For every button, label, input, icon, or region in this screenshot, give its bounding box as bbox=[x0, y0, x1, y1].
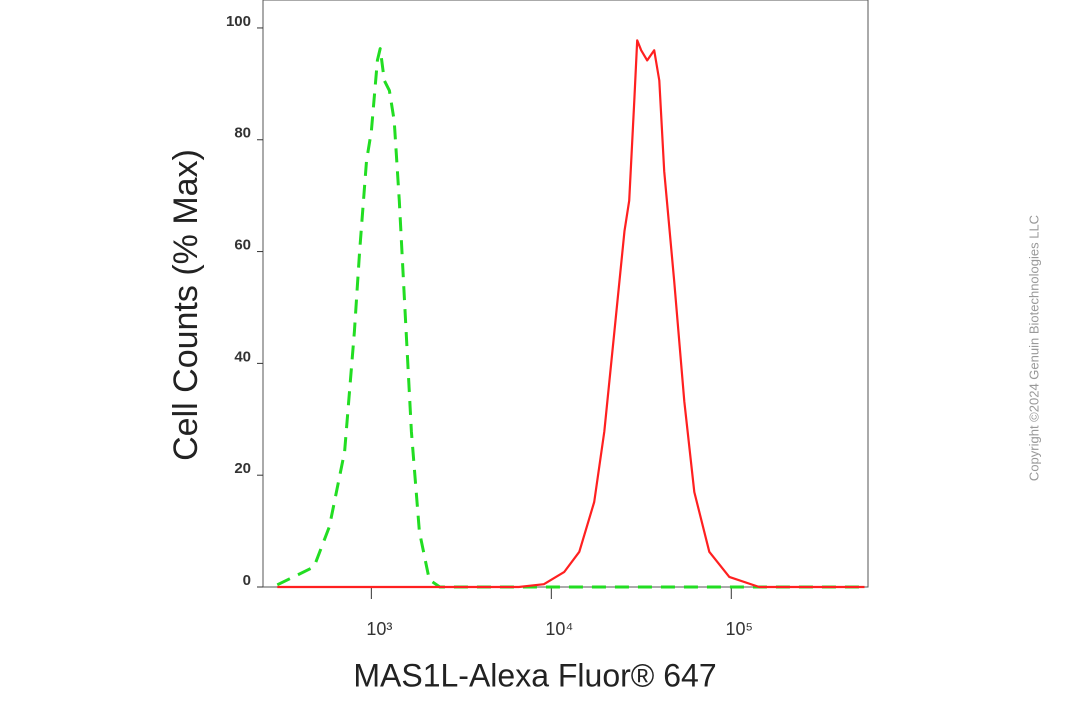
x-tick-label: 10⁵ bbox=[726, 619, 753, 639]
plot-frame bbox=[262, 0, 869, 588]
series-line bbox=[276, 47, 865, 589]
y-tick-label: 100 bbox=[226, 13, 251, 30]
y-tick-label: 20 bbox=[234, 460, 251, 477]
watermark: Copyright ©2024 Genuin Biotechnologies L… bbox=[1026, 215, 1041, 481]
y-tick-label: 0 bbox=[243, 572, 251, 589]
y-axis-label: Cell Counts (% Max) bbox=[167, 149, 205, 461]
y-tick-label: 40 bbox=[234, 348, 251, 365]
y-tick-label: 60 bbox=[234, 237, 251, 254]
x-tick-label: 10⁴ bbox=[545, 619, 573, 639]
y-tick-label: 80 bbox=[234, 125, 251, 142]
x-tick-label: 10³ bbox=[366, 619, 392, 639]
series-line bbox=[277, 39, 865, 589]
x-axis-label: MAS1L-Alexa Fluor® 647 bbox=[353, 657, 716, 693]
